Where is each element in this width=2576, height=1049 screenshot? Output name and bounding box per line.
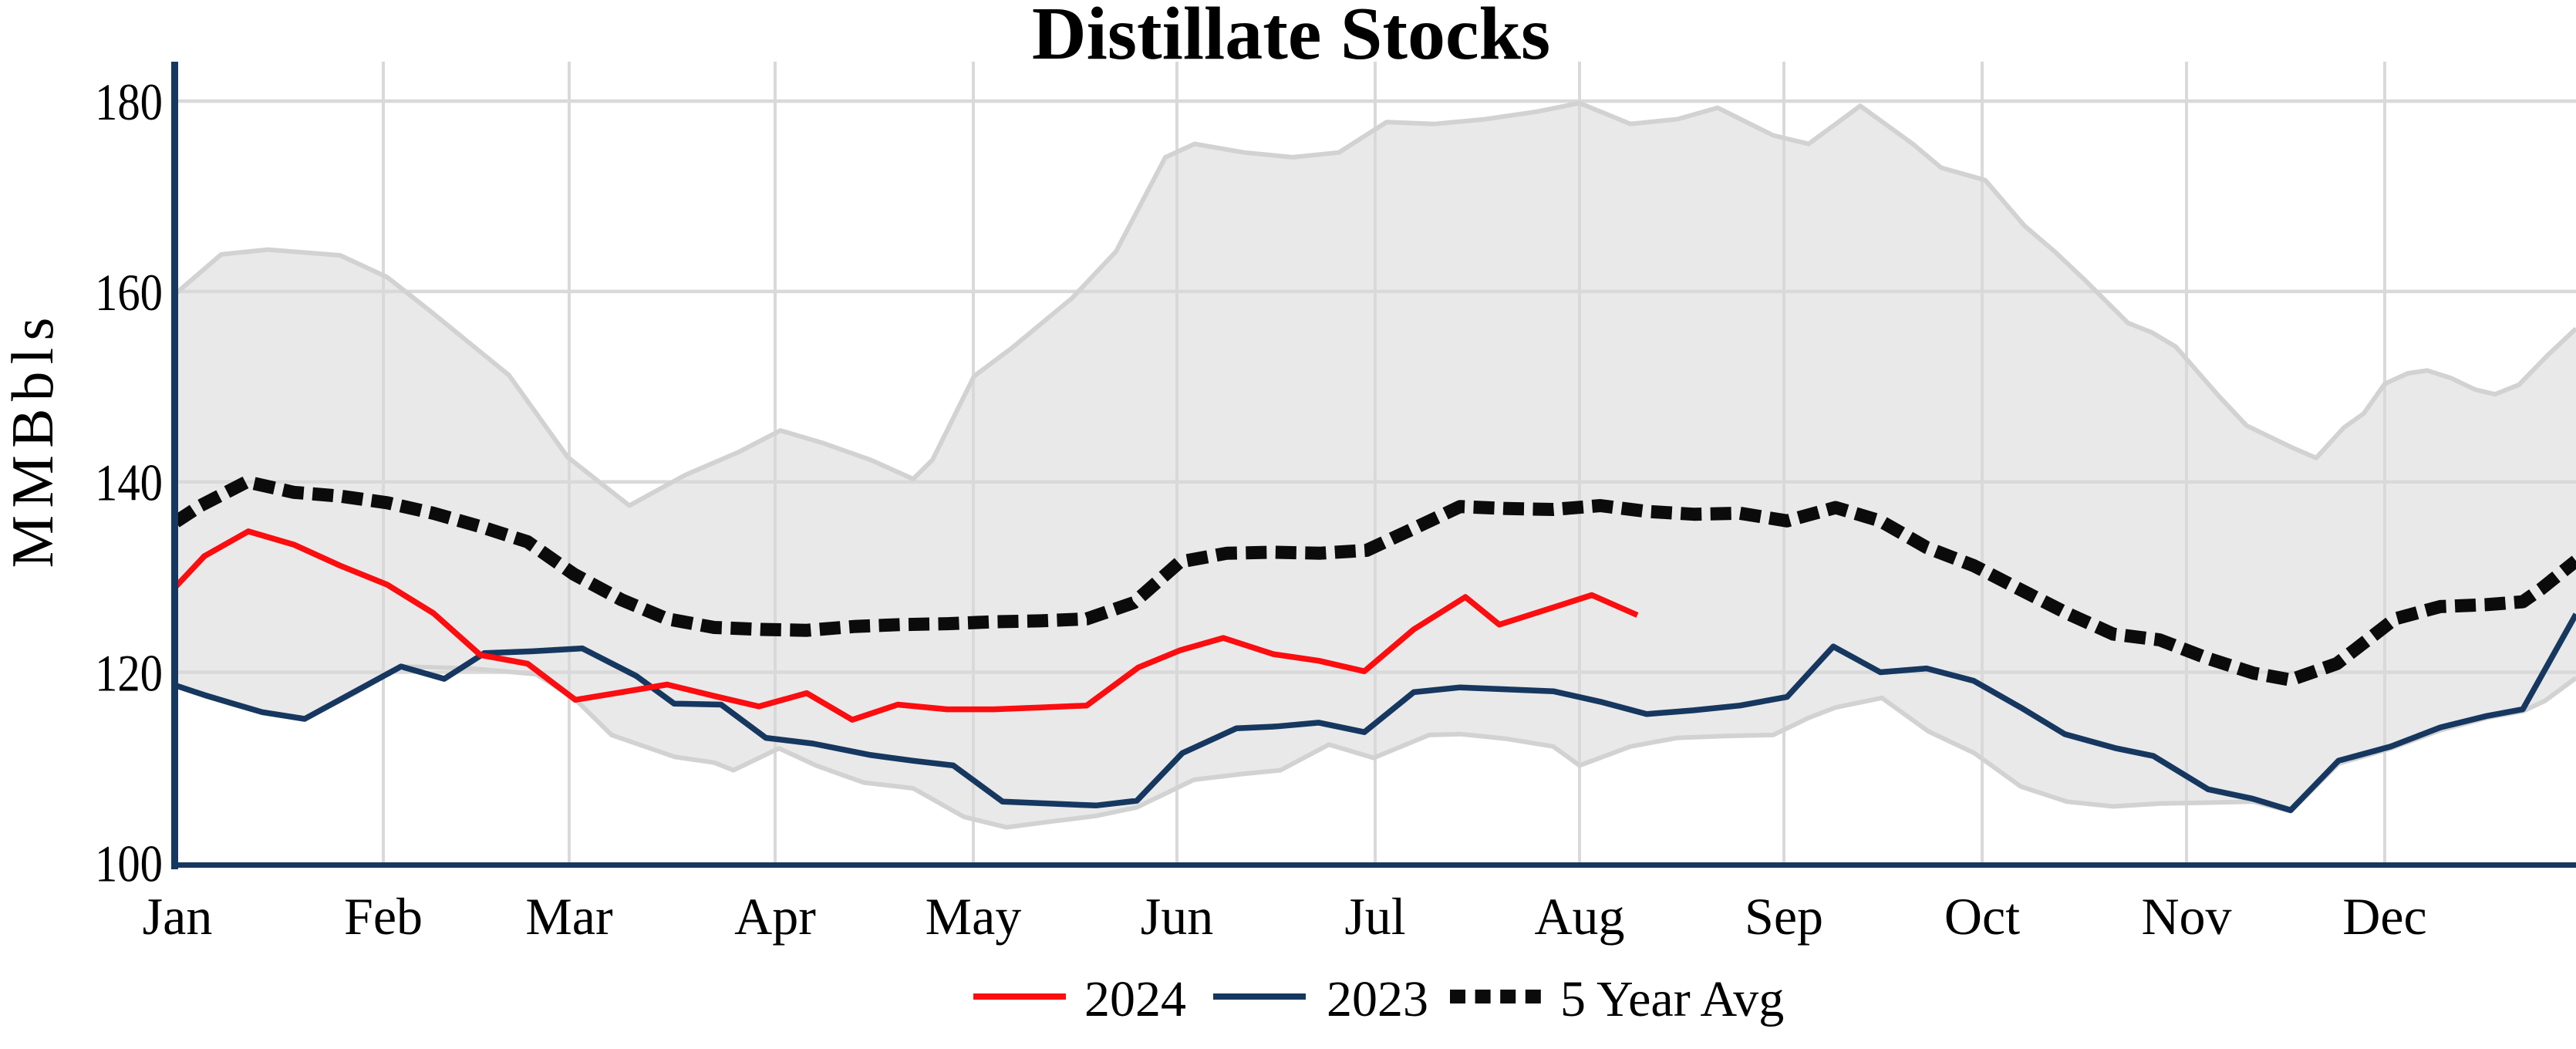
svg-text:Jun: Jun xyxy=(1141,887,1213,946)
svg-text:2024: 2024 xyxy=(1084,971,1186,1027)
svg-text:5 Year Avg: 5 Year Avg xyxy=(1560,971,1784,1027)
svg-text:Aug: Aug xyxy=(1534,887,1624,946)
svg-text:Apr: Apr xyxy=(734,887,816,946)
svg-text:Dec: Dec xyxy=(2342,887,2426,946)
svg-text:120: 120 xyxy=(95,644,163,703)
svg-text:May: May xyxy=(926,887,1022,946)
svg-text:Oct: Oct xyxy=(1944,887,2020,946)
svg-text:100: 100 xyxy=(95,834,163,892)
svg-text:Feb: Feb xyxy=(344,887,423,946)
svg-text:160: 160 xyxy=(95,263,163,322)
svg-text:Nov: Nov xyxy=(2141,887,2231,946)
svg-text:180: 180 xyxy=(95,73,163,131)
svg-text:Distillate Stocks: Distillate Stocks xyxy=(1032,0,1550,76)
svg-text:Jul: Jul xyxy=(1344,887,1405,946)
svg-text:Jan: Jan xyxy=(143,887,213,946)
svg-text:MMBbls: MMBbls xyxy=(0,318,66,568)
svg-text:140: 140 xyxy=(95,454,163,512)
svg-text:Mar: Mar xyxy=(525,887,613,946)
svg-text:2023: 2023 xyxy=(1327,971,1428,1027)
svg-text:Sep: Sep xyxy=(1745,887,1823,946)
